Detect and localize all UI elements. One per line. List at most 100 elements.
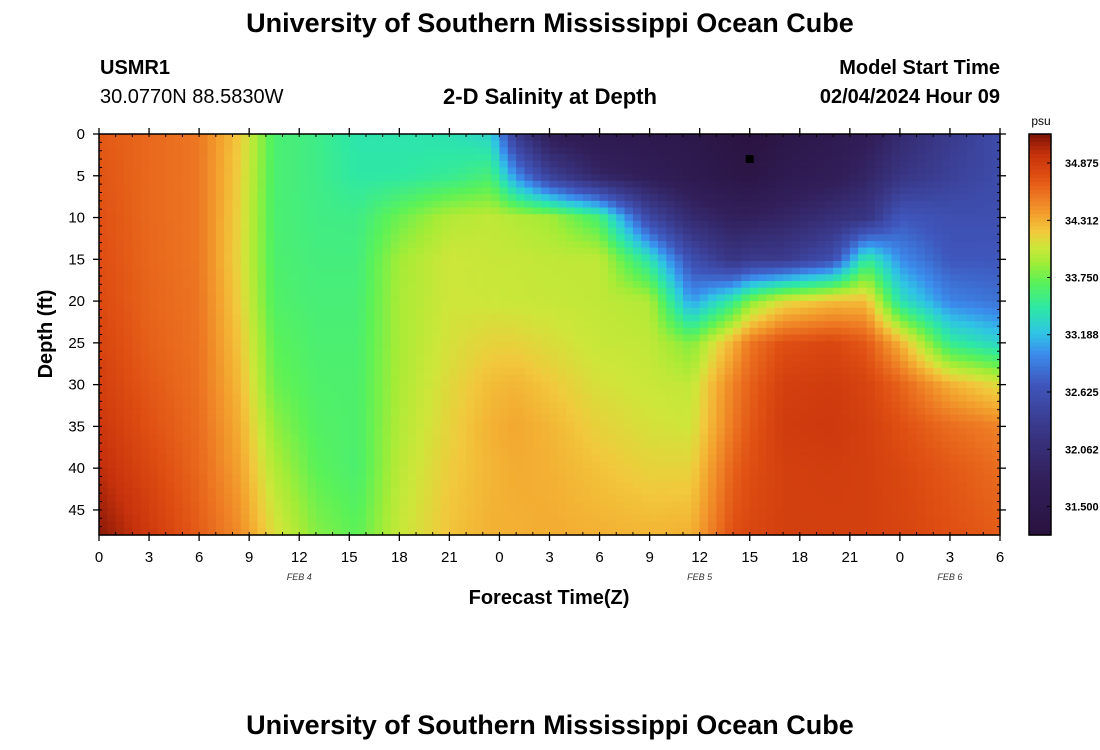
heatmap-cell	[257, 254, 267, 262]
heatmap-cell	[190, 347, 200, 356]
heatmap-cell	[315, 147, 325, 155]
heatmap-cell	[424, 387, 434, 396]
heatmap-cell	[491, 494, 501, 503]
heatmap-cell	[416, 240, 425, 249]
heatmap-cell	[632, 528, 642, 536]
heatmap-cell	[224, 174, 234, 182]
heatmap-cell	[424, 394, 434, 402]
heatmap-cell	[741, 421, 751, 429]
heatmap-cell	[157, 227, 167, 235]
heatmap-cell	[491, 428, 501, 436]
heatmap-cell	[340, 234, 350, 242]
heatmap-cell	[457, 200, 467, 209]
heatmap-cell	[182, 321, 192, 329]
heatmap-cell	[307, 174, 317, 182]
heatmap-cell	[432, 147, 442, 155]
heatmap-cell	[682, 307, 692, 316]
heatmap-cell	[741, 448, 751, 456]
heatmap-cell	[315, 428, 325, 436]
heatmap-cell	[340, 254, 350, 262]
heatmap-cell	[582, 488, 592, 496]
heatmap-cell	[215, 174, 225, 182]
heatmap-cell	[591, 401, 601, 409]
heatmap-cell	[240, 454, 250, 463]
heatmap-cell	[524, 387, 534, 396]
heatmap-cell	[265, 260, 275, 269]
heatmap-cell	[315, 454, 325, 463]
heatmap-cell	[641, 347, 651, 356]
heatmap-cell	[507, 140, 517, 148]
heatmap-cell	[441, 327, 450, 336]
heatmap-cell	[299, 214, 309, 222]
heatmap-cell	[466, 160, 476, 169]
heatmap-cell	[115, 521, 125, 529]
heatmap-cell	[349, 474, 359, 483]
heatmap-cell	[374, 428, 384, 436]
heatmap-cell	[424, 414, 434, 422]
heatmap-cell	[557, 428, 567, 436]
heatmap-cell	[265, 394, 275, 402]
heatmap-cell	[724, 227, 734, 235]
heatmap-cell	[591, 421, 601, 429]
heatmap-cell	[708, 281, 717, 289]
heatmap-cell	[591, 301, 601, 309]
heatmap-cell	[666, 220, 676, 229]
heatmap-cell	[307, 160, 317, 169]
heatmap-cell	[674, 147, 684, 155]
heatmap-cell	[758, 441, 767, 449]
heatmap-cell	[249, 528, 259, 536]
heatmap-cell	[607, 441, 617, 449]
heatmap-cell	[607, 200, 617, 209]
heatmap-cell	[174, 301, 184, 309]
heatmap-cell	[307, 240, 317, 249]
heatmap-cell	[240, 521, 250, 529]
heatmap-cell	[632, 441, 642, 449]
heatmap-cell	[182, 461, 192, 469]
heatmap-cell	[758, 281, 767, 289]
heatmap-cell	[682, 281, 692, 289]
heatmap-cell	[657, 347, 667, 356]
heatmap-cell	[466, 294, 476, 302]
heatmap-cell	[115, 147, 125, 155]
heatmap-cell	[649, 347, 659, 356]
heatmap-cell	[649, 214, 659, 222]
heatmap-cell	[315, 287, 325, 295]
heatmap-cell	[549, 354, 559, 362]
heatmap-cell	[382, 207, 392, 215]
heatmap-cell	[207, 274, 217, 282]
heatmap-cell	[165, 414, 175, 422]
heatmap-cell	[382, 514, 392, 523]
heatmap-cell	[691, 468, 701, 476]
heatmap-cell	[724, 200, 734, 209]
heatmap-cell	[649, 167, 659, 175]
heatmap-cell	[549, 508, 559, 516]
plot-title: 2-D Salinity at Depth	[443, 84, 657, 109]
heatmap-cell	[357, 361, 367, 369]
heatmap-cell	[691, 287, 701, 295]
heatmap-cell	[641, 354, 651, 362]
heatmap-cell	[157, 287, 167, 295]
heatmap-cell	[691, 134, 701, 142]
heatmap-cell	[382, 521, 392, 529]
heatmap-cell	[374, 254, 384, 262]
heatmap-cell	[382, 528, 392, 536]
heatmap-cell	[657, 474, 667, 483]
heatmap-cell	[708, 287, 717, 295]
heatmap-cell	[532, 321, 542, 329]
heatmap-cell	[457, 174, 467, 182]
heatmap-cell	[449, 174, 459, 182]
heatmap-cell	[499, 481, 509, 489]
heatmap-cell	[182, 167, 192, 175]
heatmap-cell	[149, 174, 158, 182]
heatmap-cell	[207, 254, 217, 262]
heatmap-cell	[632, 387, 642, 396]
heatmap-cell	[457, 260, 467, 269]
heatmap-cell	[240, 448, 250, 456]
heatmap-cell	[541, 174, 551, 182]
heatmap-cell	[282, 448, 292, 456]
heatmap-cell	[724, 514, 734, 523]
heatmap-cell	[207, 140, 217, 148]
heatmap-cell	[499, 408, 509, 416]
heatmap-cell	[232, 494, 242, 503]
heatmap-cell	[432, 508, 442, 516]
